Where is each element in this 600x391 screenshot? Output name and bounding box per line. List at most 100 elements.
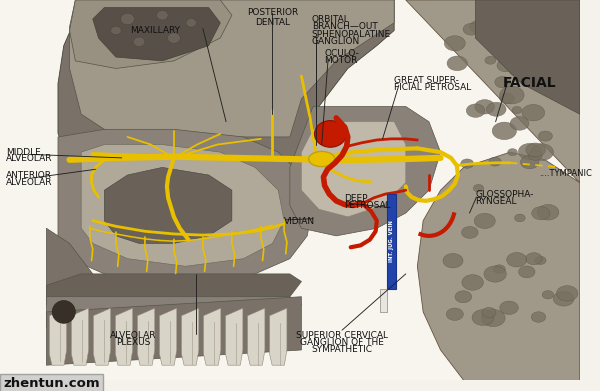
Ellipse shape	[529, 151, 542, 160]
Polygon shape	[94, 308, 111, 365]
Ellipse shape	[461, 159, 473, 168]
Polygon shape	[46, 228, 116, 335]
Polygon shape	[406, 0, 580, 380]
Polygon shape	[181, 308, 199, 365]
Ellipse shape	[508, 149, 517, 156]
Text: ALVEOLAR: ALVEOLAR	[6, 154, 52, 163]
Polygon shape	[104, 167, 232, 244]
Polygon shape	[115, 308, 133, 365]
Ellipse shape	[546, 84, 556, 92]
Ellipse shape	[531, 312, 546, 322]
Text: SPHENOPALATINE: SPHENOPALATINE	[312, 30, 391, 39]
Polygon shape	[290, 106, 440, 236]
Text: ORBITAL: ORBITAL	[312, 15, 350, 24]
Ellipse shape	[474, 213, 495, 228]
Text: OCULO-: OCULO-	[325, 49, 359, 58]
Ellipse shape	[529, 40, 553, 57]
Text: GANGLION OF THE: GANGLION OF THE	[300, 338, 384, 347]
Polygon shape	[387, 194, 397, 289]
Ellipse shape	[535, 35, 551, 47]
Ellipse shape	[481, 309, 505, 326]
Text: MAXILLARY: MAXILLARY	[130, 26, 181, 35]
Polygon shape	[475, 0, 580, 114]
Ellipse shape	[506, 42, 526, 56]
Ellipse shape	[52, 301, 76, 323]
Ellipse shape	[466, 104, 485, 117]
Polygon shape	[49, 308, 67, 365]
Ellipse shape	[157, 11, 168, 20]
Polygon shape	[71, 308, 89, 365]
Ellipse shape	[485, 56, 496, 64]
Text: SYMPATHETIC: SYMPATHETIC	[311, 344, 373, 353]
Ellipse shape	[462, 274, 484, 290]
Text: GLOSSOPHA-: GLOSSOPHA-	[475, 190, 534, 199]
Ellipse shape	[538, 204, 559, 220]
Ellipse shape	[487, 102, 506, 116]
Ellipse shape	[512, 55, 524, 63]
Text: ALVEOLAR: ALVEOLAR	[110, 331, 157, 340]
Ellipse shape	[470, 20, 488, 34]
Ellipse shape	[530, 144, 553, 160]
Ellipse shape	[314, 120, 346, 147]
Polygon shape	[58, 129, 313, 282]
Ellipse shape	[492, 122, 517, 140]
Text: BRANCH—OUT: BRANCH—OUT	[312, 22, 377, 31]
Ellipse shape	[308, 151, 335, 167]
Polygon shape	[93, 7, 220, 61]
Ellipse shape	[510, 117, 529, 130]
Ellipse shape	[455, 291, 472, 303]
Ellipse shape	[475, 100, 495, 114]
Ellipse shape	[472, 310, 494, 325]
Text: zhentun.com: zhentun.com	[3, 377, 100, 390]
Ellipse shape	[493, 265, 505, 273]
Ellipse shape	[542, 291, 554, 299]
Ellipse shape	[553, 291, 574, 306]
Ellipse shape	[518, 266, 535, 278]
Text: POSTERIOR
DENTAL: POSTERIOR DENTAL	[247, 7, 298, 27]
Ellipse shape	[473, 185, 484, 192]
Ellipse shape	[532, 206, 550, 220]
Polygon shape	[0, 0, 580, 380]
Polygon shape	[269, 308, 287, 365]
Ellipse shape	[111, 26, 121, 35]
Ellipse shape	[512, 106, 522, 113]
Text: ....TYMPANIC: ....TYMPANIC	[539, 169, 592, 178]
Ellipse shape	[447, 56, 467, 71]
Polygon shape	[380, 289, 387, 312]
Ellipse shape	[525, 54, 538, 63]
Ellipse shape	[133, 37, 145, 47]
Polygon shape	[137, 308, 155, 365]
Text: PETROSAL: PETROSAL	[344, 201, 391, 210]
Polygon shape	[58, 0, 394, 244]
Ellipse shape	[556, 286, 578, 301]
Polygon shape	[301, 122, 406, 217]
Ellipse shape	[463, 23, 479, 35]
Text: SUPERIOR CERVICAL: SUPERIOR CERVICAL	[296, 331, 388, 340]
Polygon shape	[81, 145, 284, 266]
Ellipse shape	[506, 253, 527, 267]
Polygon shape	[70, 0, 394, 137]
Ellipse shape	[520, 156, 539, 169]
Ellipse shape	[489, 157, 501, 166]
Ellipse shape	[500, 93, 514, 104]
Ellipse shape	[443, 253, 463, 268]
Text: GREAT SUPER-: GREAT SUPER-	[394, 76, 459, 85]
Ellipse shape	[492, 22, 509, 34]
Ellipse shape	[482, 307, 496, 317]
Ellipse shape	[461, 226, 478, 239]
Text: MOTOR: MOTOR	[325, 56, 358, 65]
Polygon shape	[248, 308, 265, 365]
Ellipse shape	[121, 13, 134, 25]
Ellipse shape	[446, 308, 463, 320]
Polygon shape	[46, 297, 301, 335]
Polygon shape	[46, 274, 301, 312]
Polygon shape	[70, 0, 232, 68]
Ellipse shape	[535, 256, 546, 265]
Text: RYNGEAL: RYNGEAL	[475, 197, 517, 206]
Text: INT. JUG. VEIN: INT. JUG. VEIN	[389, 221, 394, 262]
Text: DEEP: DEEP	[344, 194, 367, 203]
Polygon shape	[160, 308, 177, 365]
Ellipse shape	[508, 60, 532, 77]
Text: PLEXUS: PLEXUS	[116, 338, 151, 347]
Text: ALVEOLAR: ALVEOLAR	[6, 178, 52, 187]
